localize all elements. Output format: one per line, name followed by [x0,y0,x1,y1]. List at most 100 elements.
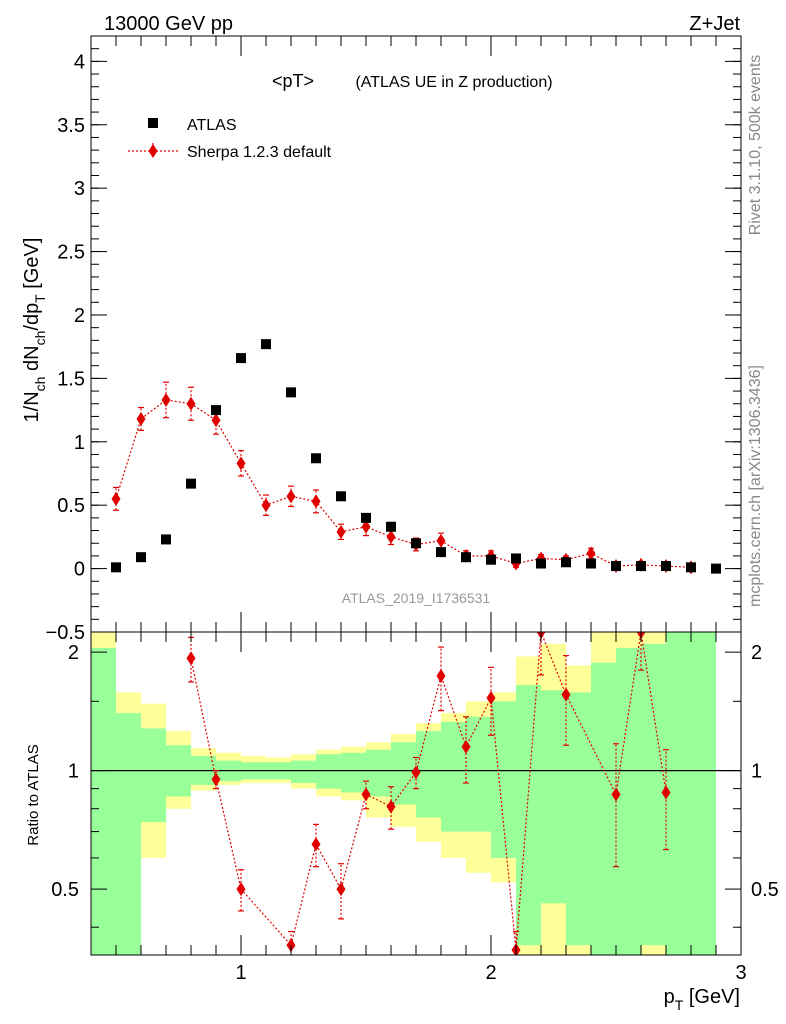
ratio-y-tick-label: 1 [68,761,79,783]
data-point [111,562,121,573]
data-point [136,552,146,563]
mc-series [111,381,696,575]
band-inner [366,749,391,797]
main-plot-area: −0.5 0 0.5 1 1.5 2 2.5 3 3.5 4 [46,35,742,644]
ratio-mc-line [190,632,667,951]
data-point [711,563,721,574]
ratio-plot-area: 0.5 0.5 1 1 2 2 1 2 3 [51,631,779,984]
y-tick-label: 3.5 [57,115,85,137]
band-inner [341,752,366,793]
watermark-label: ATLAS_2019_I1736531 [342,590,491,606]
band-inner [416,731,441,818]
band-inner [591,662,616,955]
data-point [511,553,521,564]
mc-point [336,524,346,539]
ratio-y-tick-label-right: 1 [751,761,762,783]
data-point [161,534,171,545]
ratio-point [411,765,421,780]
y-tick-label: 1 [74,432,85,454]
band-inner [141,728,166,823]
ratio-point [486,690,496,705]
band-inner [491,701,516,858]
data-point [611,561,621,572]
data-point [636,561,646,572]
mc-point [236,456,246,471]
mc-point [386,529,396,544]
legend: ATLAS Sherpa 1.2.3 default [128,117,332,161]
y-tick-label: 1.5 [57,368,85,390]
mc-line [115,399,692,568]
ratio-point [236,882,246,897]
mc-point [261,498,271,513]
ratio-y-tick-label-right: 0.5 [751,879,779,901]
ratio-point [361,787,371,802]
mc-point [111,491,121,506]
x-tick-label: 2 [485,962,496,984]
ratio-y-tick-label: 2 [68,642,79,664]
band-inner [641,643,666,946]
mc-point [161,392,171,407]
ratio-point [611,787,621,802]
band-inner [566,692,591,946]
data-point [461,552,471,563]
y-tick-label: 2.5 [57,242,85,264]
ratio-point [561,687,571,702]
ratio-panel: 0.5 0.5 1 1 2 2 1 2 3 Ratio to ATLAS pT [GeV] [25,631,779,1013]
data-point [186,478,196,489]
uncertainty-bands [91,632,716,955]
data-point [561,557,571,568]
y-tick-label: −0.5 [46,622,85,644]
legend-mc-marker [148,144,158,158]
y-tick-label: 0.5 [57,495,85,517]
legend-data-marker [148,118,158,128]
data-point [486,554,496,565]
y-tick-label: 0 [74,559,85,581]
x-axis-label: pT [GeV] [664,986,740,1013]
data-point [261,339,271,350]
band-inner [466,716,491,832]
band-inner [441,721,466,832]
mc-point [586,546,596,561]
mc-point [311,494,321,509]
ratio-mc-series [186,632,671,955]
mc-point [136,411,146,426]
mc-point [361,519,371,534]
y-tick-label: 4 [74,51,85,73]
rivet-side-label: Rivet 3.1.10, 500k events [747,55,764,236]
data-point [586,558,596,569]
ratio-point [311,837,321,852]
y-tick-label: 2 [74,305,85,327]
data-point [286,387,296,398]
y-axis-label: 1/Nch dNch/dpT [GeV] [21,238,48,423]
ratio-point [436,668,446,683]
mc-point [211,413,221,428]
ratio-point [386,799,396,814]
band-inner [116,713,141,955]
legend-mc-label: Sherpa 1.2.3 default [187,144,332,161]
band-inner [691,632,716,955]
data-point [236,353,246,364]
ratio-point [461,739,471,754]
band-inner [391,742,416,805]
band-inner [616,647,641,955]
ratio-point [661,785,671,800]
ratio-point [211,772,221,787]
x-tick-label: 3 [735,962,746,984]
data-point [661,561,671,572]
data-point [436,547,446,558]
band-inner [291,760,316,784]
ratio-y-tick-label-right: 2 [751,642,762,664]
band-inner [91,647,116,955]
main-panel: <pT> (ATLAS UE in Z production) ATLAS_20… [21,35,742,644]
mc-point [286,489,296,504]
header-right-label: Z+Jet [689,13,740,35]
mc-point [186,396,196,411]
data-point [686,562,696,573]
data-series [111,339,721,574]
y-tick-label: 3 [74,178,85,200]
data-point [211,405,221,416]
data-point [536,558,546,569]
band-inner [516,685,541,946]
ratio-point [186,651,196,666]
band-inner [666,632,691,955]
